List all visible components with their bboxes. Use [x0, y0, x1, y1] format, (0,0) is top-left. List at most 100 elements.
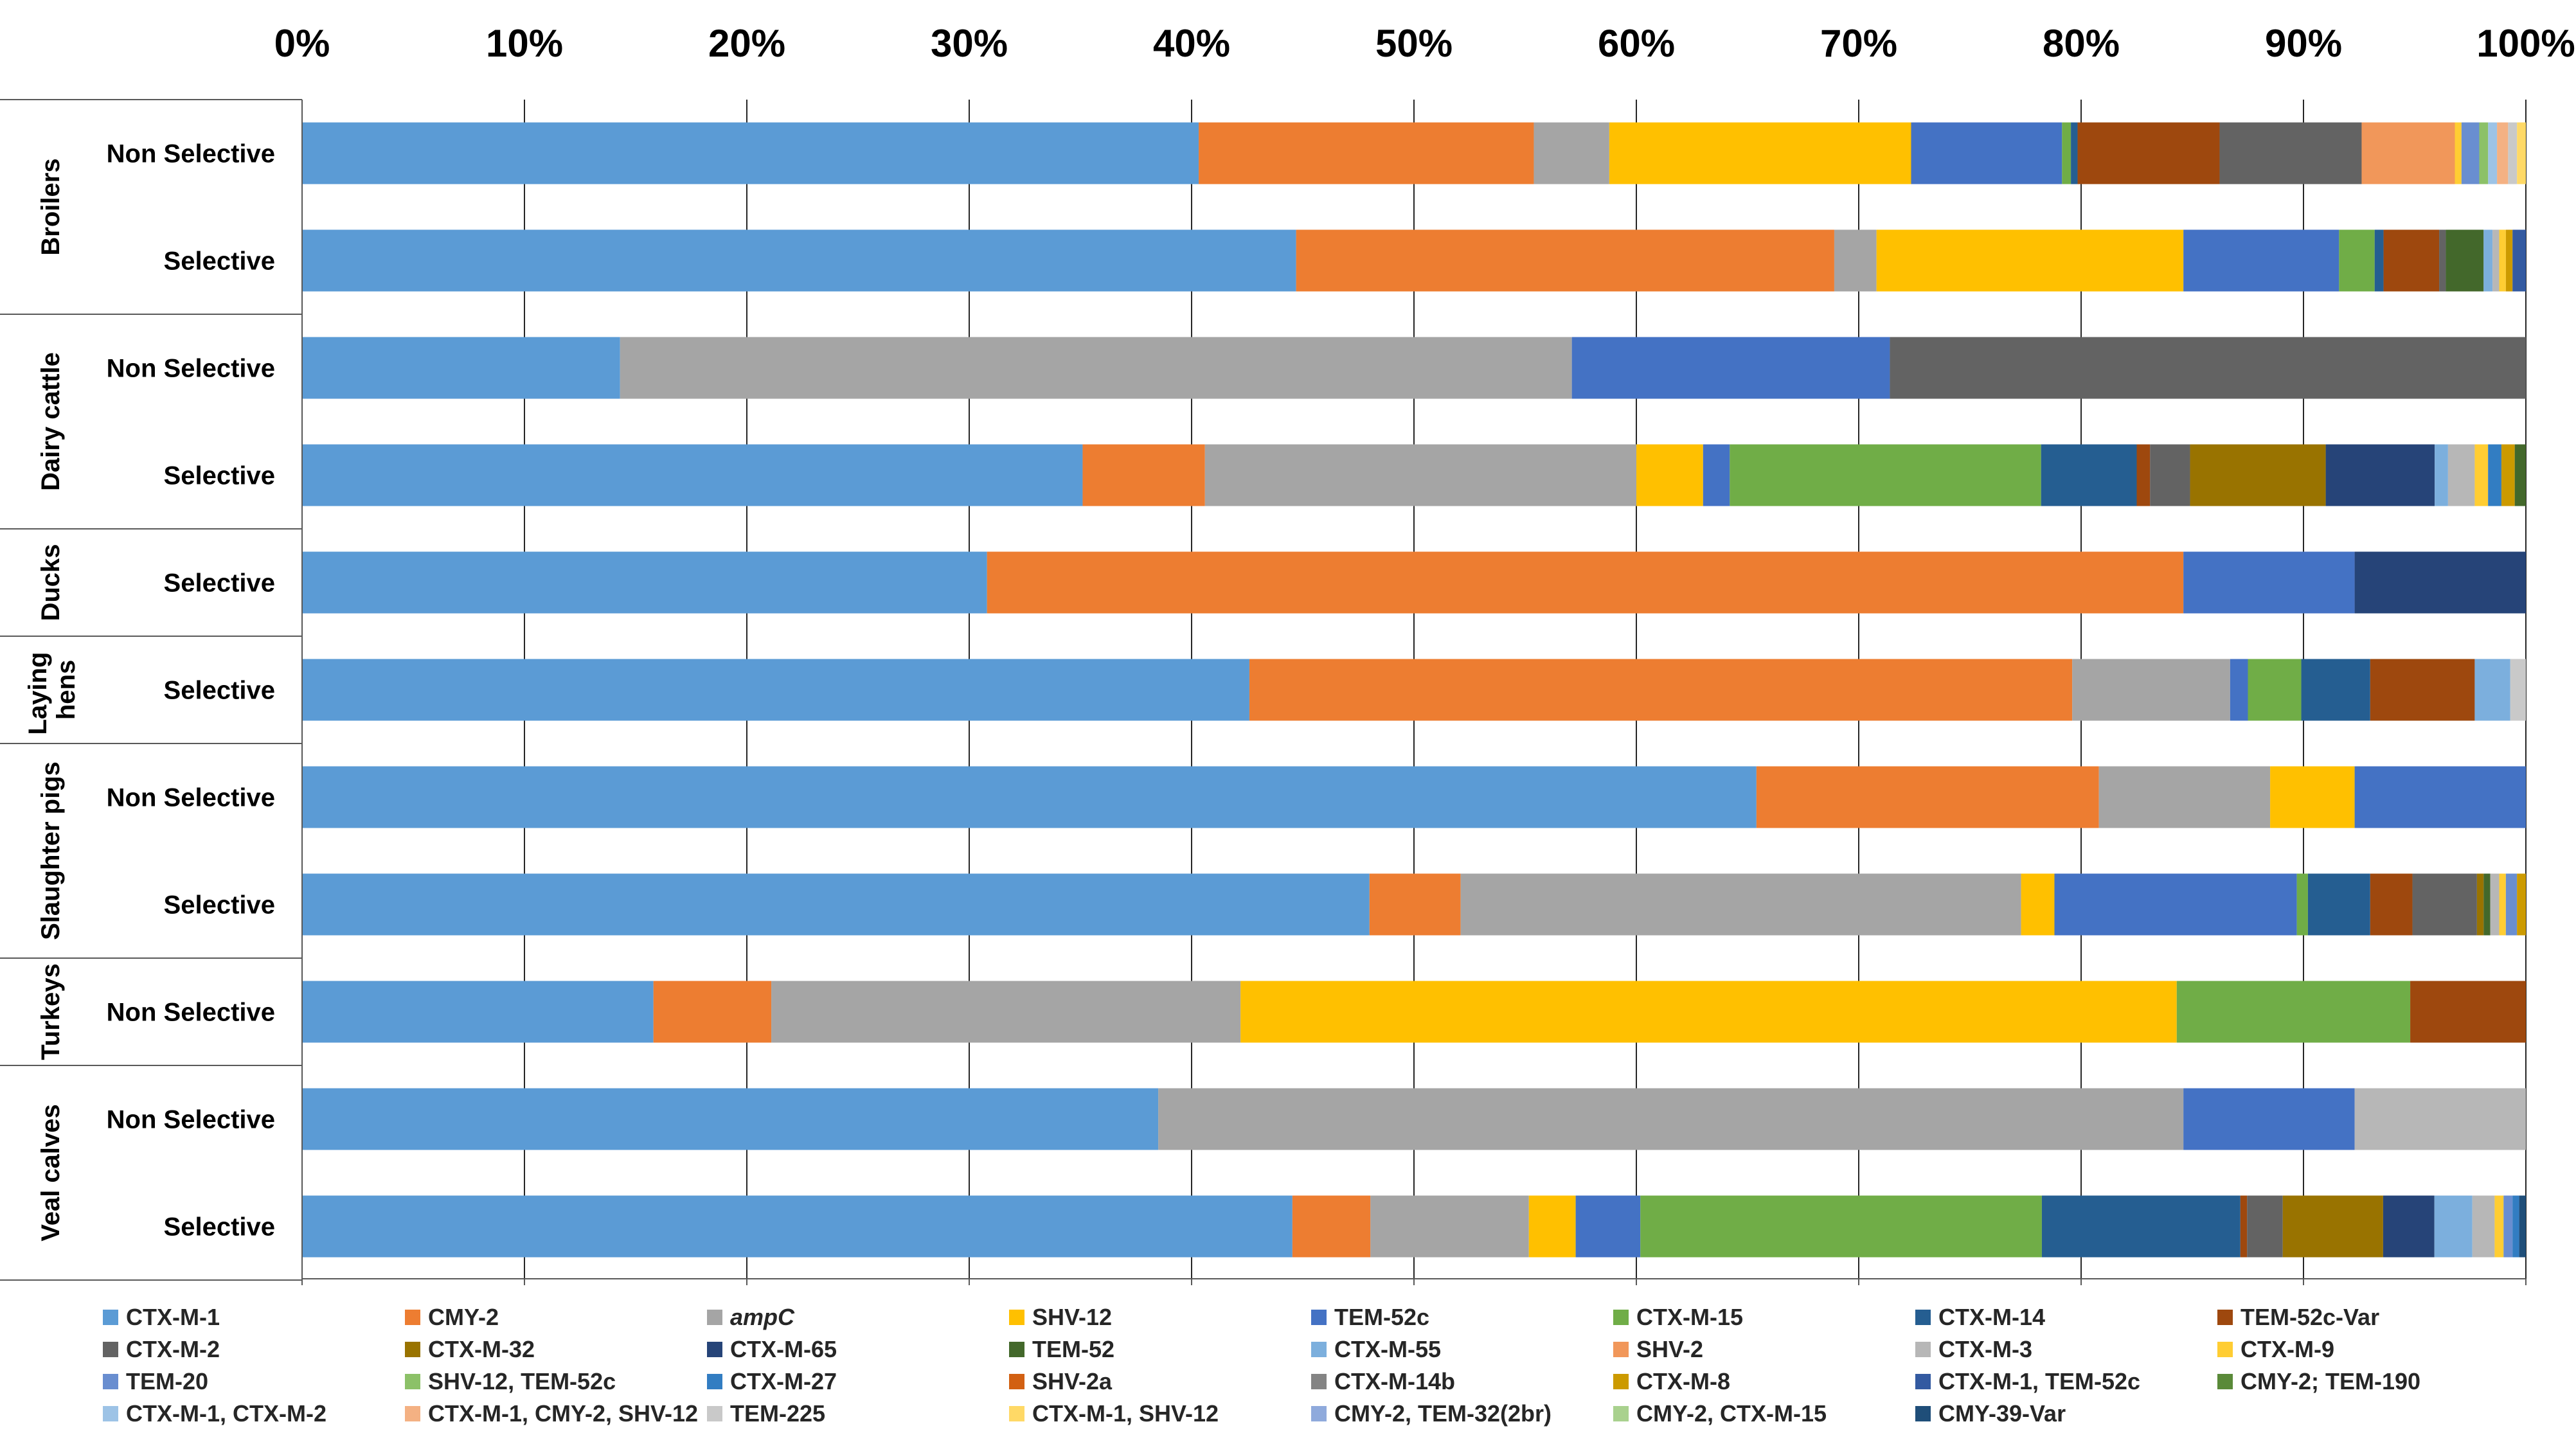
row-label: Non Selective	[107, 999, 275, 1027]
legend-item: CMY-2; TEM-190	[2217, 1366, 2519, 1398]
bar-segment	[2383, 229, 2440, 292]
legend-swatch	[1009, 1310, 1024, 1325]
group-label: Slaughter pigs	[37, 761, 65, 940]
bar-segment	[1756, 766, 2099, 828]
bar-segment	[2354, 1088, 2526, 1150]
legend-label: SHV-12	[1032, 1304, 1113, 1330]
legend-swatch	[1311, 1310, 1327, 1325]
bar-segment	[302, 444, 1083, 506]
legend-item: SHV-2	[1613, 1333, 1915, 1366]
bar-segment	[1640, 1195, 2042, 1258]
legend-item: CTX-M-14b	[1311, 1366, 1613, 1398]
legend-swatch	[405, 1374, 420, 1389]
bar-segment	[2248, 659, 2302, 721]
row-label: Selective	[164, 247, 275, 276]
legend-swatch	[1311, 1374, 1327, 1389]
x-tick-label: 60%	[1598, 22, 1675, 65]
x-tick-label: 20%	[708, 22, 785, 65]
bar-segment	[2476, 873, 2484, 936]
legend-label: TEM-20	[126, 1368, 209, 1394]
legend-swatch	[1009, 1374, 1024, 1389]
legend-label: SHV-2	[1636, 1336, 1704, 1362]
legend-label: CMY-39-Var	[1938, 1400, 2066, 1427]
legend-item: TEM-20	[103, 1366, 405, 1398]
legend-item: TEM-52c	[1311, 1301, 1613, 1333]
bar-segment	[2508, 122, 2518, 184]
legend-item: CMY-2	[405, 1301, 707, 1333]
group-label: Dairy cattle	[37, 352, 65, 491]
legend-label: CMY-2, TEM-32(2br)	[1334, 1400, 1552, 1427]
legend-item: CTX-M-9	[2217, 1333, 2519, 1366]
bar-segment	[1158, 1088, 2184, 1150]
legend-item: SHV-2a	[1009, 1366, 1311, 1398]
legend-swatch	[2217, 1374, 2233, 1389]
bar-segment	[302, 551, 987, 614]
bar-segment	[2503, 1195, 2513, 1258]
legend-label: CTX-M-1	[126, 1304, 220, 1330]
legend-item: CTX-M-15	[1613, 1301, 1915, 1333]
bar-segment	[1370, 1195, 1529, 1258]
legend-label: TEM-52	[1032, 1336, 1115, 1362]
legend-swatch	[2217, 1310, 2233, 1325]
legend-label: TEM-52c-Var	[2241, 1304, 2380, 1330]
legend-swatch	[1915, 1406, 1931, 1421]
bar-segment	[2514, 444, 2526, 506]
bar-segment	[2370, 659, 2475, 721]
legend-item: TEM-52	[1009, 1333, 1311, 1366]
group-label: Laying hens	[24, 645, 80, 734]
bar-segment	[1703, 444, 1730, 506]
legend-item: CTX-M-55	[1311, 1333, 1613, 1366]
legend-item: CMY-2, TEM-32(2br)	[1311, 1398, 1613, 1430]
bar-segment	[1369, 873, 1461, 936]
bar-segment	[1292, 1195, 1371, 1258]
bar-segment	[2176, 981, 2411, 1043]
bar-segment	[653, 981, 772, 1043]
bar-segment	[2041, 1195, 2241, 1258]
bar-segment	[1911, 122, 2062, 184]
legend-item: CTX-M-8	[1613, 1366, 1915, 1398]
legend-swatch	[707, 1342, 722, 1357]
legend-swatch	[1311, 1406, 1327, 1421]
legend-swatch	[103, 1342, 118, 1357]
legend-swatch	[103, 1406, 118, 1421]
bar-segment	[1609, 122, 1911, 184]
bar-segment	[2505, 873, 2518, 936]
x-tick-label: 90%	[2265, 22, 2342, 65]
legend-swatch	[1915, 1342, 1931, 1357]
legend-item: CMY-39-Var	[1915, 1398, 2217, 1430]
legend-item: CMY-2, CTX-M-15	[1613, 1398, 1915, 1430]
bar-segment	[1890, 337, 2526, 399]
bar-segment	[2412, 873, 2477, 936]
bar-segment	[1575, 1195, 1641, 1258]
bar-segment	[302, 766, 1757, 828]
bar-segment	[302, 229, 1296, 292]
bar-segment	[2361, 122, 2455, 184]
row-label: Selective	[164, 462, 275, 490]
bar-segment	[2383, 1195, 2435, 1258]
row-label: Selective	[164, 1213, 275, 1242]
legend-item: CTX-M-1, CMY-2, SHV-12	[405, 1398, 707, 1430]
legend-label: CTX-M-3	[1938, 1336, 2032, 1362]
legend-label: CTX-M-1, CTX-M-2	[126, 1400, 326, 1427]
row-label: Non Selective	[107, 355, 275, 383]
legend-label: CTX-M-9	[2241, 1336, 2334, 1362]
bar-segment	[2136, 444, 2151, 506]
legend-label: CTX-M-32	[428, 1336, 535, 1362]
chart-legend: CTX-M-1 CMY-2 ampC SHV-12 TEM-52c CTX-M-15 CTX…	[103, 1301, 2545, 1430]
legend-item: CTX-M-27	[707, 1366, 1009, 1398]
bar-segment	[2374, 229, 2384, 292]
bar-segment	[2021, 873, 2055, 936]
bar-segment	[1571, 337, 1890, 399]
legend-label: SHV-12, TEM-52c	[428, 1368, 616, 1394]
bar-segment	[2307, 873, 2370, 936]
bar-segment	[2054, 873, 2297, 936]
bar-segment	[1204, 444, 1636, 506]
bar-segment	[2183, 1088, 2355, 1150]
legend-swatch	[103, 1310, 118, 1325]
bar-segment	[1240, 981, 2177, 1043]
bar-segment	[2512, 1195, 2519, 1258]
bar-segment	[2519, 1195, 2526, 1258]
bar-segment	[2062, 122, 2071, 184]
bar-segment	[2296, 873, 2308, 936]
bar-segment	[302, 337, 620, 399]
